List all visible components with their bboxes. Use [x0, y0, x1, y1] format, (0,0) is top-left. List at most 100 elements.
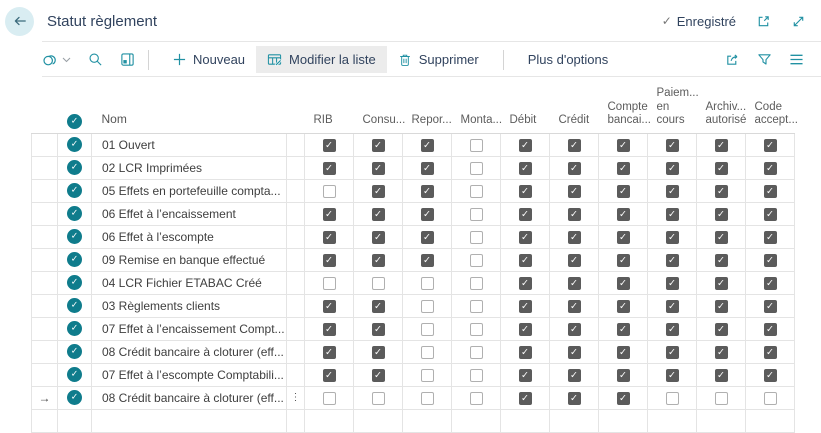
row-check-cell[interactable] [353, 316, 403, 341]
row-check-cell[interactable] [500, 201, 550, 226]
column-header[interactable]: Archiv... autorisé [696, 87, 746, 134]
row-name-cell[interactable]: 02 LCR Imprimées [91, 155, 287, 180]
checkbox-unchecked-icon[interactable] [371, 391, 385, 405]
row-check-cell[interactable] [549, 178, 599, 203]
row-check-cell[interactable] [500, 178, 550, 203]
row-check-cell[interactable] [549, 201, 599, 226]
checkbox-checked-icon[interactable] [616, 345, 630, 359]
row-check-cell[interactable] [745, 385, 795, 410]
row-check-cell[interactable] [402, 362, 452, 387]
checkbox-unchecked-icon[interactable] [322, 184, 336, 198]
more-options-button[interactable]: Plus d'options [517, 46, 620, 73]
checkbox-checked-icon[interactable] [665, 184, 679, 198]
row-check-cell[interactable] [696, 270, 746, 295]
row-check-cell[interactable] [647, 132, 697, 157]
share-icon[interactable] [725, 52, 740, 67]
checkbox-checked-icon[interactable] [616, 322, 630, 336]
row-check-cell[interactable] [745, 178, 795, 203]
column-header-nom[interactable]: Nom [91, 87, 305, 134]
checkbox-checked-icon[interactable] [518, 276, 532, 290]
row-options-cell[interactable] [286, 339, 305, 364]
checkbox-checked-icon[interactable] [322, 345, 336, 359]
row-check-cell[interactable] [696, 293, 746, 318]
row-check-cell[interactable] [696, 408, 746, 433]
row-check-cell[interactable] [304, 293, 354, 318]
checkbox-checked-icon[interactable] [567, 322, 581, 336]
row-check-cell[interactable] [402, 408, 452, 433]
checkbox-checked-icon[interactable] [322, 161, 336, 175]
row-check-cell[interactable] [402, 270, 452, 295]
row-check-cell[interactable] [696, 316, 746, 341]
checkbox-checked-icon[interactable] [763, 345, 777, 359]
column-header[interactable]: RIB [304, 87, 354, 134]
row-check-cell[interactable] [745, 408, 795, 433]
row-check-cell[interactable] [647, 316, 697, 341]
checkbox-checked-icon[interactable] [714, 161, 728, 175]
checkbox-checked-icon[interactable] [518, 368, 532, 382]
row-check-cell[interactable] [353, 132, 403, 157]
row-select-cell[interactable]: ✓ [57, 247, 92, 272]
row-check-cell[interactable] [549, 408, 599, 433]
checkbox-checked-icon[interactable] [567, 207, 581, 221]
row-selected-icon[interactable]: ✓ [67, 275, 82, 291]
table-row[interactable]: ✓ 09 Remise en banque effectué [31, 247, 795, 272]
row-select-cell[interactable]: ✓ [57, 201, 92, 226]
row-check-cell[interactable] [745, 339, 795, 364]
row-check-cell[interactable] [451, 224, 501, 249]
row-check-cell[interactable] [696, 385, 746, 410]
row-check-cell[interactable] [549, 316, 599, 341]
row-check-cell[interactable] [500, 155, 550, 180]
checkbox-checked-icon[interactable] [567, 184, 581, 198]
checkbox-unchecked-icon[interactable] [469, 184, 483, 198]
row-select-cell[interactable]: ✓ [57, 385, 92, 410]
checkbox-checked-icon[interactable] [763, 230, 777, 244]
checkbox-checked-icon[interactable] [616, 299, 630, 313]
checkbox-checked-icon[interactable] [518, 345, 532, 359]
row-select-cell[interactable]: ✓ [57, 224, 92, 249]
checkbox-checked-icon[interactable] [616, 276, 630, 290]
row-check-cell[interactable] [647, 270, 697, 295]
checkbox-checked-icon[interactable] [714, 253, 728, 267]
checkbox-checked-icon[interactable] [665, 322, 679, 336]
checkbox-checked-icon[interactable] [665, 368, 679, 382]
checkbox-checked-icon[interactable] [371, 230, 385, 244]
popout-window-icon[interactable] [756, 14, 771, 29]
row-check-cell[interactable] [647, 408, 697, 433]
checkbox-checked-icon[interactable] [616, 138, 630, 152]
checkbox-checked-icon[interactable] [420, 207, 434, 221]
row-check-cell[interactable] [745, 132, 795, 157]
checkbox-checked-icon[interactable] [322, 253, 336, 267]
column-header[interactable]: Monta... [451, 87, 502, 134]
row-check-cell[interactable] [353, 339, 403, 364]
row-options-icon[interactable]: ⋮ [290, 392, 301, 404]
row-options-cell[interactable] [286, 408, 305, 433]
row-check-cell[interactable] [451, 270, 501, 295]
row-check-cell[interactable] [598, 293, 648, 318]
row-selected-icon[interactable]: ✓ [67, 390, 82, 406]
row-check-cell[interactable] [500, 385, 550, 410]
row-check-cell[interactable] [745, 362, 795, 387]
row-check-cell[interactable] [500, 362, 550, 387]
row-check-cell[interactable] [598, 132, 648, 157]
table-row[interactable]: ✓ 03 Règlements clients [31, 293, 795, 318]
checkbox-checked-icon[interactable] [763, 138, 777, 152]
row-selected-icon[interactable]: ✓ [67, 206, 82, 222]
list-menu-icon[interactable] [789, 53, 804, 66]
row-check-cell[interactable] [353, 270, 403, 295]
checkbox-checked-icon[interactable] [714, 230, 728, 244]
table-row[interactable]: → ✓ 08 Crédit bancaire à cloturer (eff..… [31, 385, 795, 410]
checkbox-checked-icon[interactable] [616, 207, 630, 221]
checkbox-checked-icon[interactable] [518, 184, 532, 198]
edit-list-button[interactable]: Modifier la liste [256, 46, 387, 73]
row-select-cell[interactable]: ✓ [57, 270, 92, 295]
checkbox-checked-icon[interactable] [714, 207, 728, 221]
table-row[interactable]: ✓ 04 LCR Fichier ETABAC Créé [31, 270, 795, 295]
row-check-cell[interactable] [549, 362, 599, 387]
new-button[interactable]: Nouveau [162, 46, 256, 73]
row-name-cell[interactable]: 06 Effet à l’escompte [91, 224, 287, 249]
row-check-cell[interactable] [402, 201, 452, 226]
views-button[interactable] [42, 52, 71, 68]
row-name-cell[interactable] [91, 408, 287, 433]
row-select-cell[interactable]: ✓ [57, 155, 92, 180]
row-check-cell[interactable] [500, 339, 550, 364]
